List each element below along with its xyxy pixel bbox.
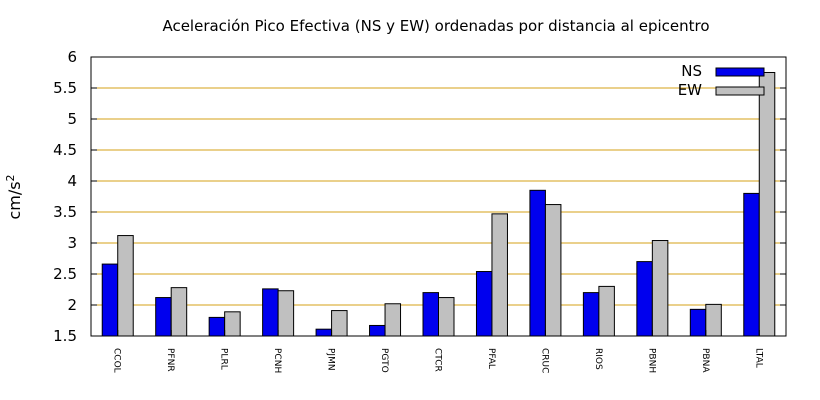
bar-ns-pgto (369, 324, 386, 337)
x-category-label: CTCR (433, 348, 443, 372)
bar-ns-ltal (743, 192, 760, 337)
bar-ew-pbna (705, 303, 722, 337)
bar-ew-ltal (758, 72, 776, 337)
y-tick-label: 6 (67, 48, 77, 66)
x-category-label: PBNA (700, 348, 710, 373)
y-tick-label: 4.5 (53, 141, 77, 159)
x-category-label: PGTO (379, 348, 389, 373)
bar-ns-plrl (208, 316, 226, 337)
x-category-label: PBNH (646, 348, 656, 373)
bar-ew-ctcr (438, 297, 455, 337)
legend-label-ew: EW (678, 81, 702, 99)
bars (101, 72, 776, 337)
bar-ew-rios (598, 285, 615, 337)
bar-ns-pjmn (315, 328, 333, 337)
bar-ew-pjmn (331, 310, 348, 337)
bar-ns-cruc (529, 189, 546, 337)
y-tick-label: 1.5 (53, 327, 77, 345)
bar-ns-pbna (689, 308, 707, 337)
y-ticks: 1.5 2 2.5 3 3.5 4 4.5 5 5.5 6 (53, 48, 786, 345)
bar-ns-pfnr (155, 297, 172, 337)
y-tick-label: 3 (67, 234, 77, 252)
x-category-label: CCOL (112, 348, 122, 373)
bar-ew-pgto (384, 303, 402, 337)
x-category-label: LTAL (753, 348, 763, 368)
bar-ew-pfal (491, 213, 508, 337)
y-axis-label-superscript: 2 (4, 174, 17, 181)
y-tick-label: 2 (67, 296, 77, 314)
x-category-label: CRUC (539, 348, 549, 373)
bar-ns-pcnh (262, 288, 279, 337)
y-tick-label: 5.5 (53, 79, 77, 97)
grid-lines (91, 87, 786, 306)
bar-ew-pbnh (651, 240, 669, 337)
x-category-label: PCNH (272, 348, 282, 373)
x-category-label: PJMN (326, 348, 336, 371)
y-tick-label: 3.5 (53, 203, 77, 221)
bar-ns-rios (582, 292, 600, 337)
y-tick-label: 5 (67, 110, 77, 128)
chart-title: Aceleración Pico Efectiva (NS y EW) orde… (162, 17, 709, 35)
bar-ns-pbnh (636, 261, 653, 337)
bar-ew-pfnr (170, 287, 188, 337)
legend-swatch-ns (715, 67, 765, 77)
bar-ew-pcnh (277, 290, 295, 337)
legend-label-ns: NS (681, 62, 702, 80)
x-categories: CCOL PFNR PLRL PCNH PJMN PGTO CTCR PFAL CRUC RIOS… (112, 348, 764, 373)
bar-ew-ccol (117, 235, 134, 337)
bar-ns-pfal (475, 271, 493, 337)
bar-ns-ctcr (422, 292, 439, 337)
bar-ew-cruc (544, 204, 562, 337)
legend-swatch-ew (715, 86, 765, 96)
y-axis-label: cm/s2 (4, 174, 24, 219)
x-category-label: RIOS (593, 348, 603, 370)
y-axis-label-unit: cm/s (5, 181, 24, 219)
bar-ew-plrl (224, 311, 241, 337)
x-category-label: PLRL (219, 348, 229, 370)
x-category-label: PFNR (165, 348, 175, 372)
x-category-label: PFAL (486, 348, 496, 369)
bar-ns-ccol (101, 263, 119, 337)
y-tick-label: 2.5 (53, 265, 77, 283)
y-tick-label: 4 (67, 172, 77, 190)
